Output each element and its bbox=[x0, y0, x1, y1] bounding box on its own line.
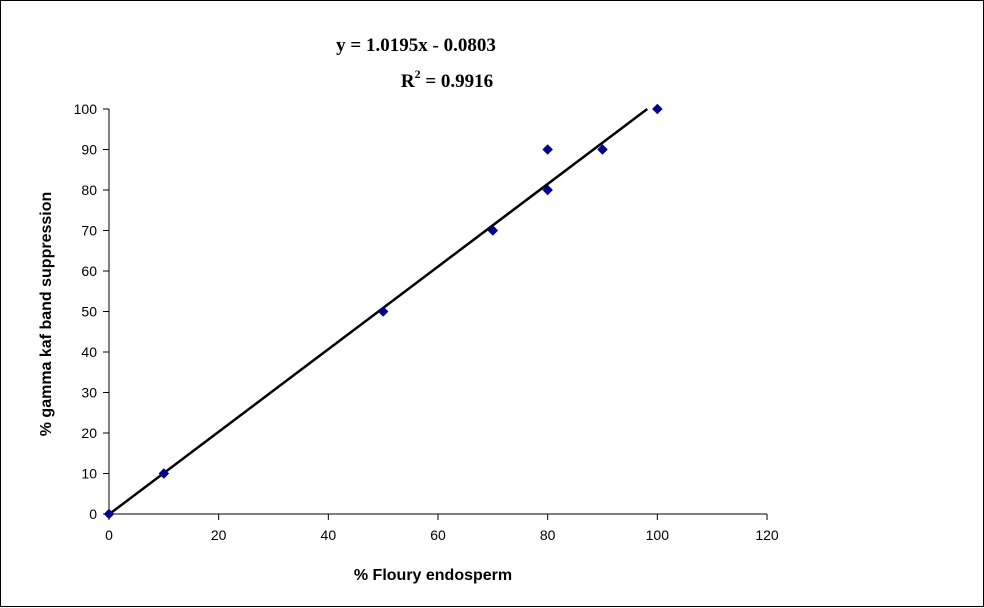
data-point bbox=[487, 225, 499, 236]
y-ticks: 0 10 20 30 40 50 60 70 80 90 100 bbox=[74, 101, 109, 522]
data-point bbox=[651, 103, 663, 115]
axes bbox=[108, 109, 767, 515]
equation-label: y = 1.0195x - 0.0803 bbox=[336, 35, 496, 56]
y-tick-label: 90 bbox=[81, 142, 97, 158]
x-tick-label: 60 bbox=[430, 527, 446, 543]
r-squared-suffix: = 0.9916 bbox=[421, 71, 494, 92]
y-tick-label: 80 bbox=[81, 182, 97, 198]
y-tick-label: 100 bbox=[74, 101, 98, 117]
r-squared-prefix: R bbox=[401, 71, 415, 92]
y-tick-label: 60 bbox=[81, 263, 97, 279]
data-point bbox=[597, 144, 608, 155]
y-tick-label: 70 bbox=[81, 223, 97, 239]
data-point bbox=[542, 144, 554, 155]
x-tick-label: 20 bbox=[211, 527, 227, 543]
x-ticks: 0 20 40 60 80 100 120 bbox=[105, 514, 779, 543]
y-tick-label: 10 bbox=[81, 466, 97, 482]
x-tick-label: 120 bbox=[755, 527, 779, 543]
r-squared-label: R2 = 0.9916 bbox=[401, 67, 493, 92]
x-tick-label: 100 bbox=[646, 527, 670, 543]
x-axis-title: % Floury endosperm bbox=[354, 567, 512, 584]
x-tick-label: 40 bbox=[321, 527, 337, 543]
y-axis-title: % gamma kaf band suppression bbox=[38, 192, 55, 437]
data-point bbox=[377, 306, 389, 317]
y-tick-label: 0 bbox=[89, 506, 97, 522]
x-tick-label: 0 bbox=[105, 527, 113, 543]
x-tick-label: 80 bbox=[540, 527, 556, 543]
y-tick-label: 30 bbox=[81, 385, 97, 401]
y-tick-label: 40 bbox=[81, 344, 97, 360]
r-squared-exponent: 2 bbox=[415, 67, 421, 81]
data-point bbox=[158, 468, 170, 479]
y-tick-label: 50 bbox=[81, 304, 97, 320]
y-tick-label: 20 bbox=[81, 425, 97, 441]
data-point bbox=[103, 508, 115, 520]
data-points bbox=[103, 103, 663, 520]
data-point bbox=[542, 184, 554, 196]
